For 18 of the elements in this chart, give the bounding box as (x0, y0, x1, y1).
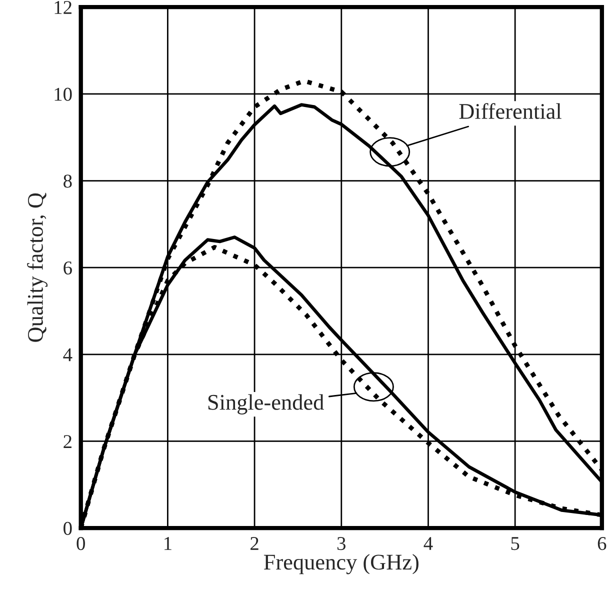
annotation: Single-ended (208, 394, 324, 414)
y-tick-label: 6 (64, 261, 72, 275)
x-tick-label: 4 (424, 537, 433, 550)
x-tick-label: 6 (598, 537, 606, 550)
y-axis-title: Quality factor, Q (27, 192, 48, 342)
y-tick-label: 10 (54, 88, 72, 101)
x-tick-label: 3 (337, 537, 346, 550)
y-tick-label: 2 (64, 435, 72, 448)
annotation: Differential (459, 103, 562, 119)
x-axis-title: Frequency (GHz) (264, 554, 418, 574)
y-tick-label: 8 (64, 174, 72, 188)
x-tick-label: 1 (164, 537, 172, 550)
y-tick-label: 0 (64, 522, 72, 535)
y-tick-label: 4 (63, 348, 72, 362)
x-tick-label: 2 (250, 537, 258, 550)
x-tick-label: 0 (76, 536, 85, 550)
x-tick-label: 5 (511, 537, 520, 550)
y-tick-label: 12 (54, 0, 72, 14)
